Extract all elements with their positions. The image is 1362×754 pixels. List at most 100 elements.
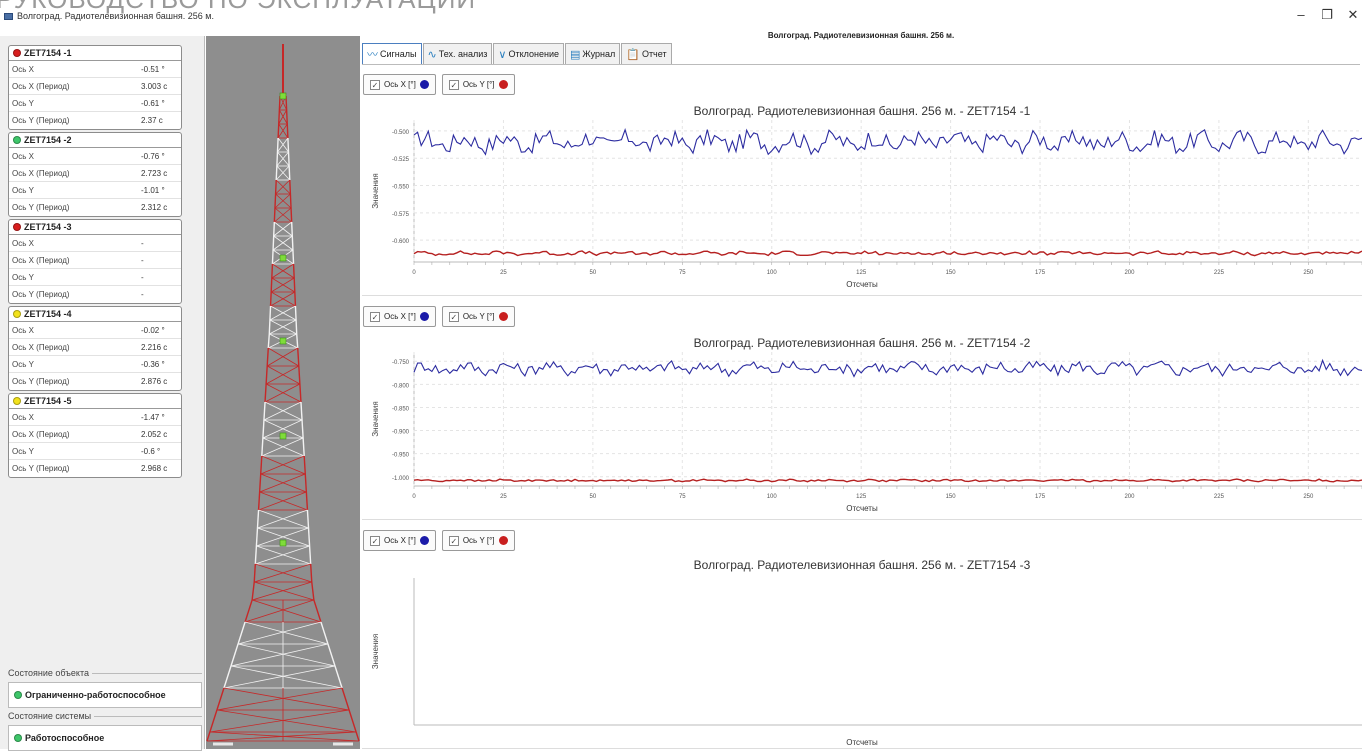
object-state-label: Состояние объекта (8, 668, 89, 678)
sensor-value-row: Ось X (Период) 2.723 с (9, 165, 181, 182)
sensor-value-row: Ось Y -0.61 ° (9, 95, 181, 112)
sensor-param-label: Ось Y (Период) (12, 203, 70, 212)
x-tick-label: 200 (1124, 494, 1135, 500)
legend-y-axis-toggle[interactable]: ✓ Ось Y [°] (441, 530, 515, 551)
legend-x-axis-toggle[interactable]: ✓ Ось X [°] (363, 74, 436, 95)
tab-4[interactable]: ▤ Журнал (564, 43, 621, 64)
object-state-group: Состояние объекта Ограниченно-работоспос… (8, 668, 202, 708)
y-tick-label: -0.800 (392, 383, 410, 389)
tower-section (256, 509, 310, 529)
sensor-param-value: -0.51 ° (141, 64, 165, 74)
tower-section (274, 179, 292, 195)
x-tick-label: 25 (500, 494, 507, 500)
sensor-card-header: ZET7154 -5 (9, 394, 181, 409)
chart-svg: Значения Отсчеты -0.750 -0.800 -0.850 -0.900 -… (371, 352, 1362, 513)
x-tick-label: 0 (412, 494, 416, 500)
sensor-name: ZET7154 -3 (24, 222, 72, 232)
background-manual-text: РУКОВОДСТВО ПО ЭКСПЛУАТАЦИИ (0, 0, 476, 15)
legend-y-axis-toggle[interactable]: ✓ Ось Y [°] (441, 74, 515, 95)
tower-section (257, 491, 309, 511)
chart-title: Волгоград. Радиотелевизионная башня. 256… (693, 336, 1031, 350)
deviation-icon: ∨ (498, 48, 507, 61)
checkbox-checked-icon[interactable]: ✓ (370, 535, 380, 546)
x-tick-label: 200 (1124, 270, 1135, 276)
object-state-box: Ограниченно-работоспособное (8, 682, 202, 708)
tab-label: Журнал (582, 49, 616, 59)
tab-3[interactable]: ∨ Отклонение (493, 43, 564, 64)
chart-svg: Значения Отсчеты (371, 578, 1362, 747)
sensor-param-value: 2.216 с (141, 342, 168, 352)
sensor-param-value: 2.723 с (141, 168, 168, 178)
sensor-param-label: Ось Y (12, 359, 34, 369)
chart-legend: ✓ Ось X [°] ✓ Ось Y [°] (363, 530, 515, 551)
y-axis-label: Значения (371, 634, 380, 669)
sensor-value-row: Ось Y (Период) 2.876 с (9, 373, 181, 390)
sensor-param-label: Ось Y (12, 98, 34, 108)
sensor-name: ZET7154 -5 (24, 396, 72, 406)
close-button[interactable]: ✕ (1347, 7, 1359, 22)
sensor-name: ZET7154 -4 (24, 309, 72, 319)
sensor-param-value: -0.76 ° (141, 151, 165, 161)
tower-section (269, 305, 297, 321)
tower-section (216, 687, 350, 711)
sensor-param-value: -0.6 ° (141, 446, 161, 456)
checkbox-checked-icon[interactable]: ✓ (448, 79, 459, 90)
sensor-marker[interactable] (279, 92, 287, 100)
sensor-param-value: 2.37 с (141, 116, 163, 125)
legend-x-axis-toggle[interactable]: ✓ Ось X [°] (363, 530, 436, 551)
x-tick-label: 50 (590, 494, 597, 500)
chart-legend: ✓ Ось X [°] ✓ Ось Y [°] (363, 74, 515, 95)
checkbox-checked-icon[interactable]: ✓ (370, 79, 380, 90)
tab-1[interactable]: 〰 Сигналы (362, 43, 422, 64)
tower-section (251, 581, 315, 601)
legend-x-axis-toggle[interactable]: ✓ Ось X [°] (363, 306, 436, 327)
chart-panel: ✓ Ось X [°] ✓ Ось Y [°] Волгоград. Радиотеле… (362, 66, 1362, 296)
tab-label: Отклонение (508, 49, 559, 59)
minimize-button[interactable]: – (1297, 7, 1305, 22)
checkbox-checked-icon[interactable]: ✓ (448, 535, 459, 546)
sensor-param-value: - (141, 255, 144, 265)
series-line-y (413, 478, 1362, 483)
y-tick-label: -0.900 (392, 430, 410, 436)
tower-section (276, 151, 290, 167)
tower-section (272, 235, 294, 251)
sensor-card: ZET7154 -3 Ось X - Ось X (Период) - Ось Y - Ось… (8, 219, 182, 304)
x-tick-label: 250 (1303, 270, 1314, 276)
x-tick-label: 100 (767, 270, 778, 276)
y-tick-label: -0.600 (392, 239, 410, 245)
object-state-dot (14, 691, 22, 699)
sensor-value-row: Ось X - (9, 235, 181, 252)
window-title: Волгоград. Радиотелевизионная башня. 256… (4, 11, 214, 21)
tab-5[interactable]: 📋 Отчет (621, 43, 672, 64)
legend-y-axis-toggle[interactable]: ✓ Ось Y [°] (441, 306, 515, 327)
tab-2[interactable]: ∿ Тех. анализ (422, 43, 493, 64)
legend-color-dot (419, 312, 429, 321)
signal-wave-icon: 〰 (367, 49, 378, 61)
tower-section (278, 109, 288, 125)
tower-section (260, 455, 306, 475)
sensor-marker[interactable] (279, 432, 287, 440)
tower-section (253, 563, 313, 583)
sensor-value-row: Ось X (Период) 2.052 с (9, 426, 181, 443)
window-title-text: Волгоград. Радиотелевизионная башня. 256… (17, 11, 214, 21)
sensor-param-value: - (141, 238, 144, 248)
x-tick-label: 50 (590, 270, 597, 276)
checkbox-checked-icon[interactable]: ✓ (370, 311, 380, 322)
sensor-marker[interactable] (279, 337, 287, 345)
sensor-value-row: Ось Y (Период) 2.968 с (9, 460, 181, 477)
tab-bar: 〰 Сигналы ∿ Тех. анализ ∨ Отклонение ▤ Журнал 📋 О… (362, 43, 1360, 65)
y-tick-label: -0.850 (392, 406, 410, 412)
y-tick-label: -0.500 (392, 130, 410, 136)
sensor-param-value: -1.01 ° (141, 185, 165, 195)
sensor-param-label: Ось X (12, 64, 34, 74)
checkbox-checked-icon[interactable]: ✓ (448, 311, 459, 322)
sensor-value-row: Ось Y -0.6 ° (9, 443, 181, 460)
app-icon (4, 12, 13, 20)
restore-button[interactable]: ❐ (1321, 7, 1333, 22)
legend-label: Ось Y [°] (462, 536, 495, 545)
x-tick-label: 175 (1035, 494, 1046, 500)
sensor-marker[interactable] (279, 254, 287, 262)
x-tick-label: 0 (412, 270, 416, 276)
sensor-marker[interactable] (279, 539, 287, 547)
y-tick-label: -0.750 (392, 360, 410, 366)
